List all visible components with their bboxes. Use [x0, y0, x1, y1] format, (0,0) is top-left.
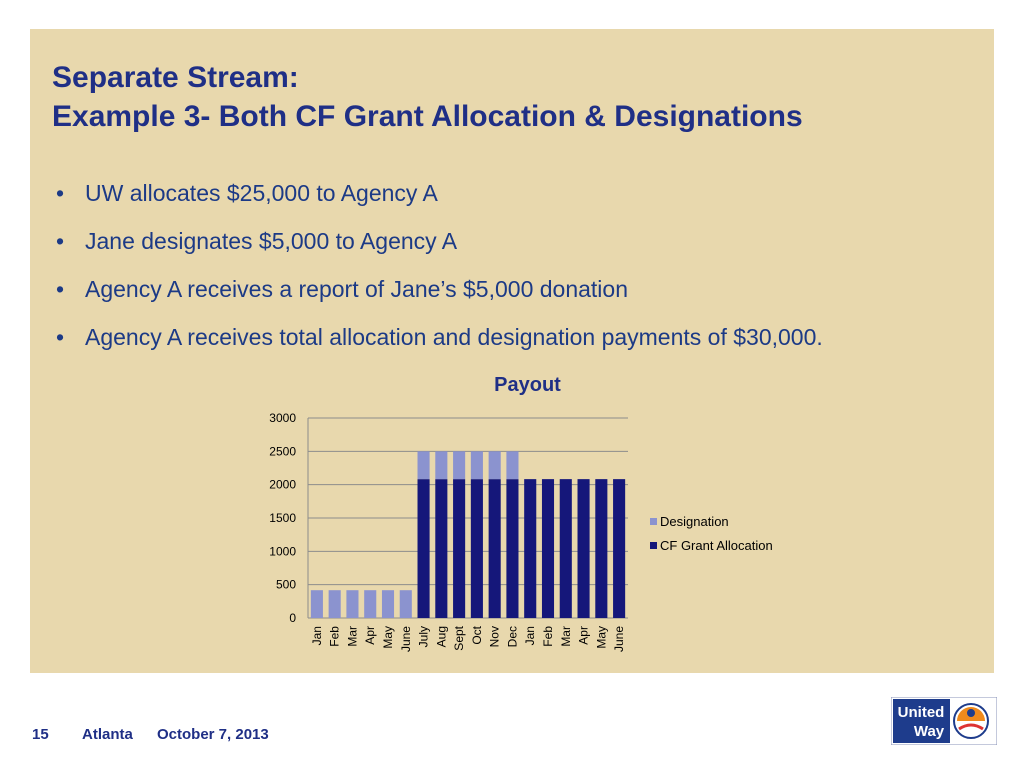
title-line-1: Separate Stream:	[52, 61, 299, 94]
bar-cf-grant-allocation	[453, 479, 466, 618]
bar-cf-grant-allocation	[559, 479, 572, 618]
footer-date: October 7, 2013	[157, 726, 269, 743]
page-number: 15	[32, 726, 49, 743]
x-tick-label: Feb	[541, 626, 555, 647]
bar-cf-grant-allocation	[417, 479, 430, 618]
x-tick-label: May	[381, 626, 395, 649]
bar-designation	[346, 590, 359, 618]
logo-line2: Way	[914, 723, 945, 740]
bar-designation	[399, 590, 412, 618]
x-tick-label: Mar	[345, 626, 359, 647]
bar-designation	[417, 451, 430, 480]
bar-cf-grant-allocation	[577, 479, 590, 618]
bullet-dot-icon: •	[56, 228, 65, 254]
legend-swatch	[650, 542, 657, 549]
bullet-item: • Jane designates $5,000 to Agency A	[56, 227, 916, 255]
y-tick-label: 2500	[269, 444, 296, 458]
bar-cf-grant-allocation	[524, 479, 537, 618]
y-tick-label: 500	[276, 578, 296, 592]
chart-title: Payout	[494, 374, 561, 396]
slide-title: Separate Stream: Example 3- Both CF Gran…	[52, 58, 803, 136]
bar-designation	[364, 590, 377, 618]
x-tick-label: Apr	[577, 626, 591, 645]
legend-label: CF Grant Allocation	[660, 538, 773, 553]
x-tick-label: Sept	[452, 625, 466, 650]
y-tick-label: 3000	[269, 411, 296, 425]
x-tick-label: Dec	[505, 626, 519, 647]
x-tick-label: Apr	[363, 626, 377, 645]
x-tick-label: Aug	[434, 626, 448, 647]
bar-cf-grant-allocation	[595, 479, 608, 618]
bullet-dot-icon: •	[56, 324, 65, 350]
x-tick-label: May	[594, 626, 608, 649]
y-tick-label: 1500	[269, 511, 296, 525]
x-tick-label: Oct	[470, 625, 484, 644]
bar-cf-grant-allocation	[488, 479, 501, 618]
x-tick-label: July	[417, 626, 431, 647]
bullet-dot-icon: •	[56, 276, 65, 302]
united-way-logo: United Way	[891, 697, 997, 745]
bar-designation	[470, 451, 483, 480]
bullet-text: UW allocates $25,000 to Agency A	[85, 180, 438, 206]
bullet-text: Agency A receives total allocation and d…	[85, 324, 823, 350]
bar-designation	[310, 590, 323, 618]
bar-cf-grant-allocation	[506, 479, 519, 618]
x-tick-label: Feb	[328, 626, 342, 647]
title-line-2: Example 3- Both CF Grant Allocation & De…	[52, 100, 803, 133]
x-tick-label: June	[399, 626, 413, 652]
y-tick-label: 1000	[269, 544, 296, 558]
y-tick-label: 2000	[269, 478, 296, 492]
x-tick-label: Nov	[488, 626, 502, 647]
bullet-item: • Agency A receives a report of Jane’s $5…	[56, 275, 916, 303]
x-tick-label: June	[612, 626, 626, 652]
bar-cf-grant-allocation	[541, 479, 555, 618]
bar-cf-grant-allocation	[613, 479, 626, 618]
bullet-list: • UW allocates $25,000 to Agency A • Jane …	[56, 179, 916, 371]
bullet-item: • Agency A receives total allocation and …	[56, 323, 916, 351]
bar-designation	[381, 590, 395, 618]
bullet-dot-icon: •	[56, 180, 65, 206]
bar-cf-grant-allocation	[470, 479, 483, 618]
y-tick-label: 0	[289, 611, 296, 625]
bullet-item: • UW allocates $25,000 to Agency A	[56, 179, 916, 207]
bar-designation	[488, 451, 501, 480]
legend-label: Designation	[660, 514, 729, 529]
bar-cf-grant-allocation	[435, 479, 448, 618]
bullet-text: Agency A receives a report of Jane’s $5,…	[85, 276, 629, 302]
footer-location: Atlanta	[82, 726, 133, 743]
x-tick-label: Jan	[523, 626, 537, 645]
x-tick-label: Jan	[310, 626, 324, 645]
bar-designation	[328, 590, 341, 618]
bar-designation	[453, 451, 466, 480]
logo-line1: United	[898, 704, 945, 721]
legend-swatch	[650, 518, 657, 525]
bullet-text: Jane designates $5,000 to Agency A	[85, 228, 458, 254]
x-tick-label: Mar	[559, 626, 573, 647]
bar-designation	[435, 451, 448, 480]
bar-designation	[506, 451, 519, 480]
